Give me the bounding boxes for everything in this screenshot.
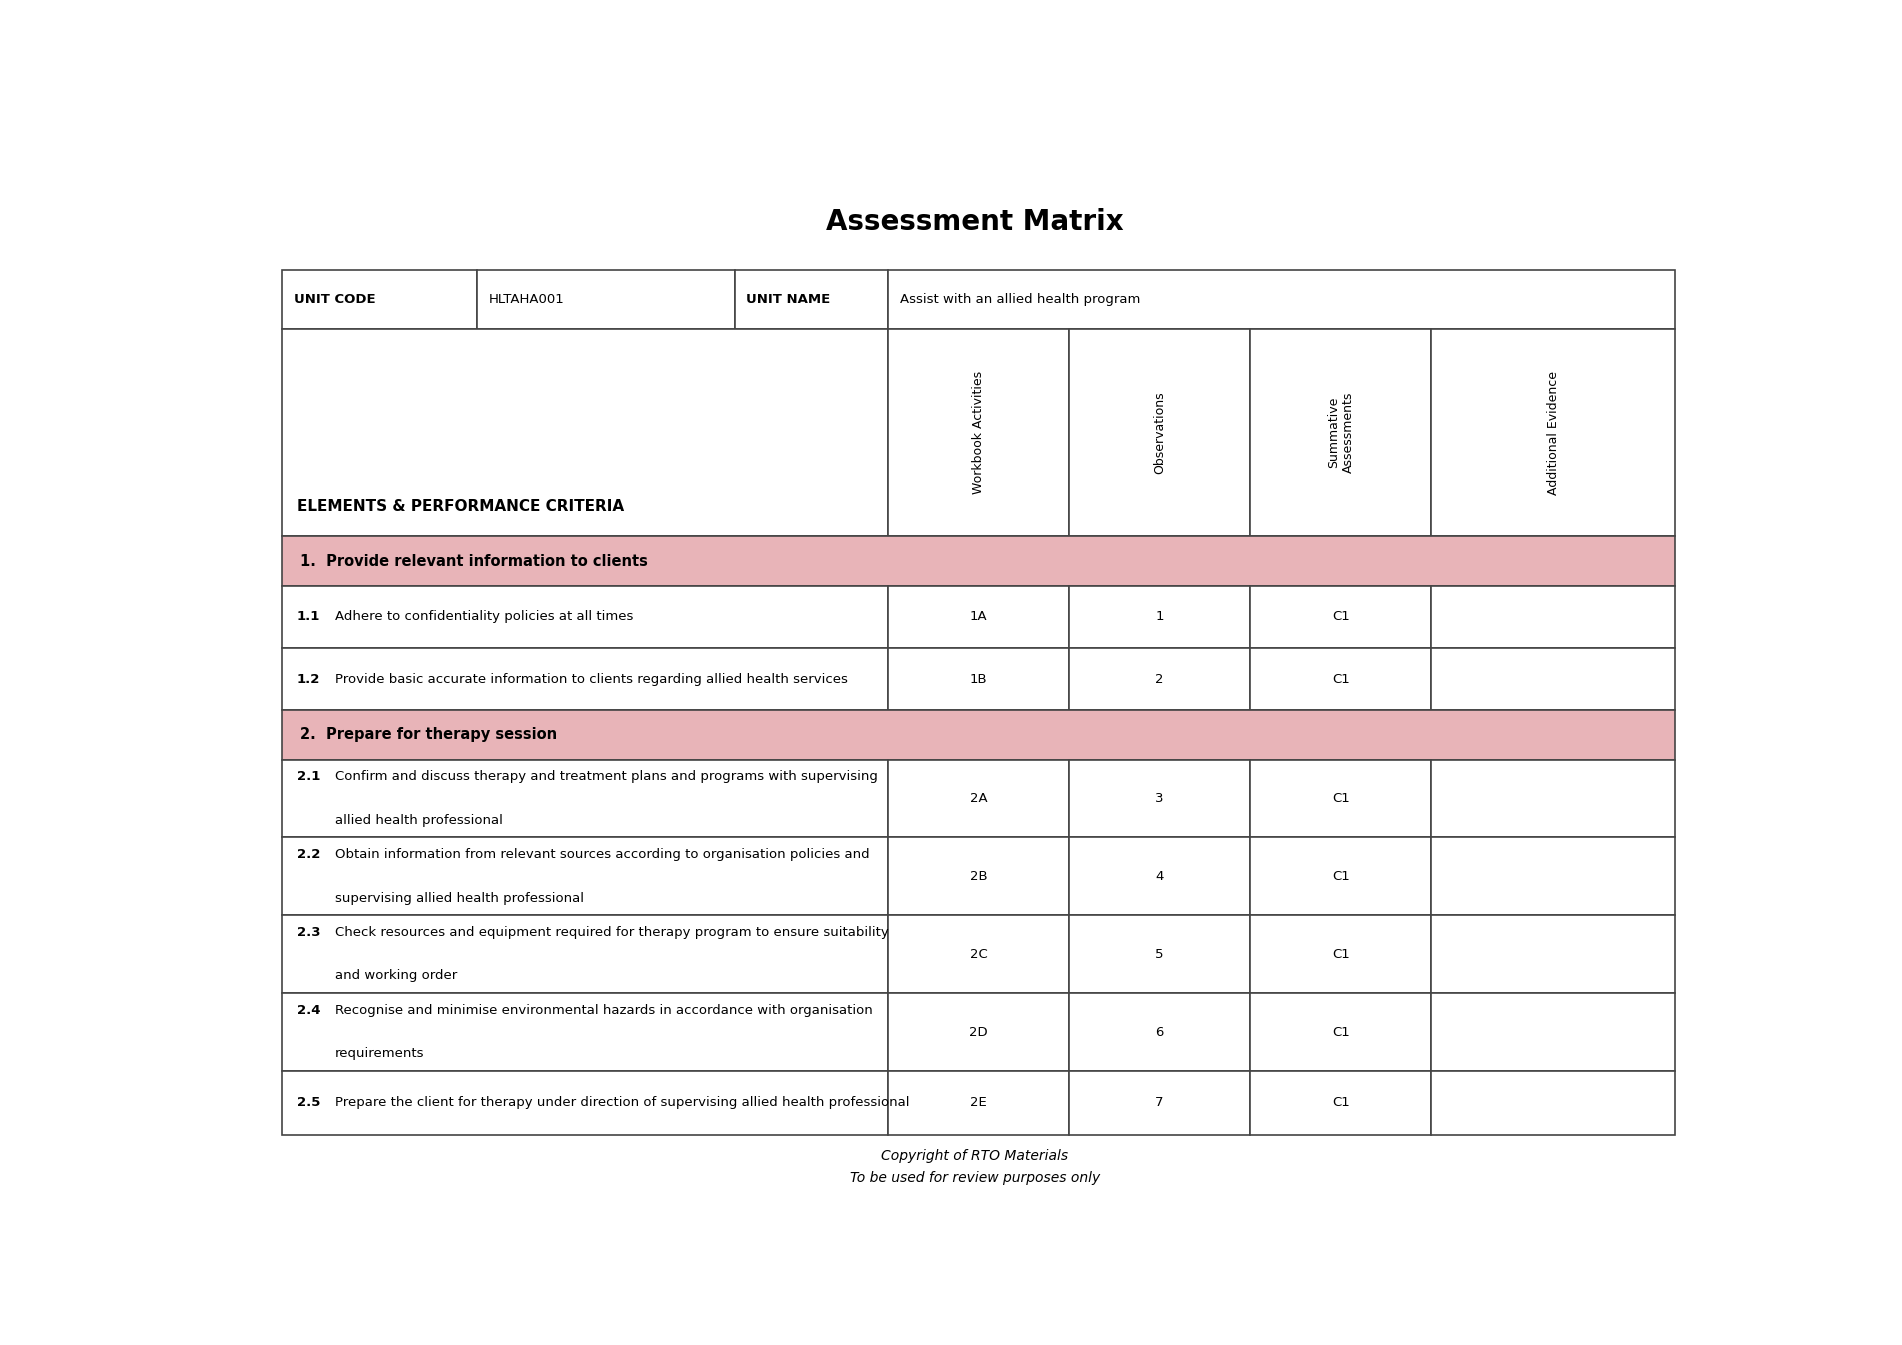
Bar [281,330,888,537]
Bar [888,330,1069,537]
Text: 2.3: 2.3 [297,925,320,939]
Bar [281,537,1676,586]
Text: 1.2: 1.2 [297,672,320,686]
Text: C1: C1 [1331,672,1350,686]
Text: C1: C1 [1331,1025,1350,1038]
Bar [281,648,888,710]
Text: 1.1: 1.1 [297,611,320,624]
Text: 4: 4 [1155,870,1164,882]
Bar [1430,760,1676,838]
Text: Assessment Matrix: Assessment Matrix [825,208,1124,235]
Text: Prepare the client for therapy under direction of supervising allied health prof: Prepare the client for therapy under dir… [335,1096,909,1110]
Bar [1250,915,1430,993]
Text: ELEMENTS & PERFORMANCE CRITERIA: ELEMENTS & PERFORMANCE CRITERIA [297,499,624,514]
Text: 1.  Provide relevant information to clients: 1. Provide relevant information to clien… [301,554,647,569]
Text: C1: C1 [1331,1096,1350,1110]
Bar [888,1071,1069,1135]
Bar [888,993,1069,1071]
Text: requirements: requirements [335,1048,424,1060]
Text: and working order: and working order [335,970,456,982]
Text: To be used for review purposes only: To be used for review purposes only [850,1171,1099,1185]
Text: 2.2: 2.2 [297,849,320,861]
Text: supervising allied health professional: supervising allied health professional [335,892,584,905]
Text: Confirm and discuss therapy and treatment plans and programs with supervising: Confirm and discuss therapy and treatmen… [335,771,879,783]
Text: 3: 3 [1155,792,1164,806]
Bar [888,915,1069,993]
Text: 2: 2 [1155,672,1164,686]
Bar [1069,330,1250,537]
Bar [1430,993,1676,1071]
Text: 2.  Prepare for therapy session: 2. Prepare for therapy session [301,728,557,742]
Bar [477,270,734,330]
Bar [1250,586,1430,648]
Text: 2D: 2D [970,1025,987,1038]
Text: Observations: Observations [1153,391,1166,473]
Bar [888,838,1069,915]
Bar [1250,1071,1430,1135]
Bar [281,915,888,993]
Text: Copyright of RTO Materials: Copyright of RTO Materials [881,1149,1069,1162]
Bar [888,270,1676,330]
Bar [888,760,1069,838]
Text: 2E: 2E [970,1096,987,1110]
Text: UNIT CODE: UNIT CODE [293,293,375,307]
Bar [281,710,1676,760]
Text: 2.4: 2.4 [297,1003,320,1017]
Bar [1069,586,1250,648]
Bar [281,270,477,330]
Bar [281,760,888,838]
Text: Assist with an allied health program: Assist with an allied health program [900,293,1139,307]
Text: 2B: 2B [970,870,987,882]
Bar [1069,1071,1250,1135]
Bar [1430,838,1676,915]
Text: C1: C1 [1331,611,1350,624]
Bar [1250,838,1430,915]
Text: Additional Evidence: Additional Evidence [1546,371,1560,495]
Bar [1069,838,1250,915]
Text: C1: C1 [1331,870,1350,882]
Bar [888,648,1069,710]
Text: 7: 7 [1155,1096,1164,1110]
Text: Recognise and minimise environmental hazards in accordance with organisation: Recognise and minimise environmental haz… [335,1003,873,1017]
Bar [281,1071,888,1135]
Text: Obtain information from relevant sources according to organisation policies and: Obtain information from relevant sources… [335,849,869,861]
Bar [281,993,888,1071]
Bar [1250,760,1430,838]
Bar [1250,330,1430,537]
Text: 1: 1 [1155,611,1164,624]
Text: Summative
Assessments: Summative Assessments [1326,391,1354,473]
Text: C1: C1 [1331,792,1350,806]
Bar [1430,1071,1676,1135]
Text: 6: 6 [1155,1025,1164,1038]
Text: 2C: 2C [970,948,987,960]
Bar [281,838,888,915]
Bar [1069,648,1250,710]
Text: Workbook Activities: Workbook Activities [972,371,985,494]
Text: C1: C1 [1331,948,1350,960]
Bar [1069,915,1250,993]
Bar [1430,330,1676,537]
Text: 2A: 2A [970,792,987,806]
Bar [1250,993,1430,1071]
Text: HLTAHA001: HLTAHA001 [489,293,565,307]
Text: 1B: 1B [970,672,987,686]
Text: 2.1: 2.1 [297,771,320,783]
Text: Adhere to confidentiality policies at all times: Adhere to confidentiality policies at al… [335,611,633,624]
Bar [1250,648,1430,710]
Text: 2.5: 2.5 [297,1096,320,1110]
Bar [1069,760,1250,838]
Bar [281,586,888,648]
Text: UNIT NAME: UNIT NAME [746,293,831,307]
Bar [888,586,1069,648]
Bar [1430,915,1676,993]
Text: 5: 5 [1155,948,1164,960]
Bar [1430,586,1676,648]
Text: Check resources and equipment required for therapy program to ensure suitability: Check resources and equipment required f… [335,925,888,939]
Bar [1069,993,1250,1071]
Text: 1A: 1A [970,611,987,624]
Text: allied health professional: allied health professional [335,814,502,827]
Text: Provide basic accurate information to clients regarding allied health services: Provide basic accurate information to cl… [335,672,848,686]
Bar [1430,648,1676,710]
Bar [734,270,888,330]
